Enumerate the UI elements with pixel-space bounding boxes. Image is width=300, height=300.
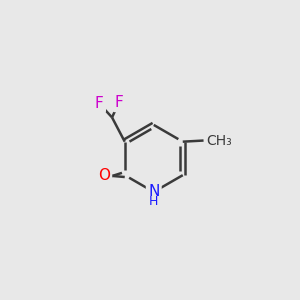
Text: O: O [98, 168, 110, 183]
Text: H: H [149, 195, 158, 208]
Text: CH₃: CH₃ [206, 134, 232, 148]
Text: F: F [95, 96, 104, 111]
Text: F: F [115, 95, 123, 110]
Text: N: N [148, 184, 159, 200]
